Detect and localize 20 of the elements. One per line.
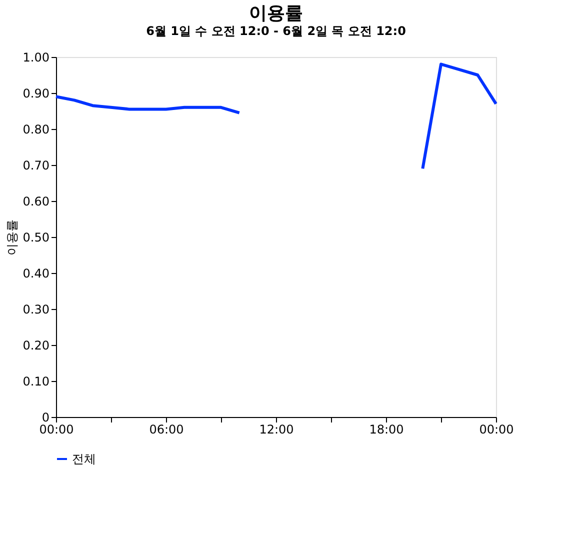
- chart-title: 이용률: [249, 3, 303, 24]
- y-tick-label: 0.50: [22, 230, 50, 244]
- legend-label: 전체: [72, 452, 96, 466]
- y-tick-label: 0: [42, 410, 50, 424]
- y-tick-label: 0.30: [22, 302, 50, 316]
- y-tick-label: 0.40: [22, 266, 50, 280]
- x-tick-label: 12:00: [259, 422, 294, 436]
- y-tick-label: 0.60: [22, 194, 50, 208]
- y-tick-label: 0.20: [22, 338, 50, 352]
- chart-subtitle: 6월 1일 수 오전 12:0 - 6월 2일 목 오전 12:0: [146, 24, 406, 38]
- y-axis-title: 이용률: [4, 220, 19, 256]
- y-tick-label: 0.70: [22, 158, 50, 172]
- x-tick-label: 00:00: [479, 422, 514, 436]
- y-tick-label: 1.00: [22, 50, 50, 64]
- x-tick-label: 18:00: [369, 422, 404, 436]
- x-tick-label: 00:00: [39, 422, 74, 436]
- y-tick-label: 0.80: [22, 122, 50, 136]
- y-tick-label: 0.90: [22, 86, 50, 100]
- x-tick-label: 06:00: [149, 422, 184, 436]
- y-tick-label: 0.10: [22, 374, 50, 388]
